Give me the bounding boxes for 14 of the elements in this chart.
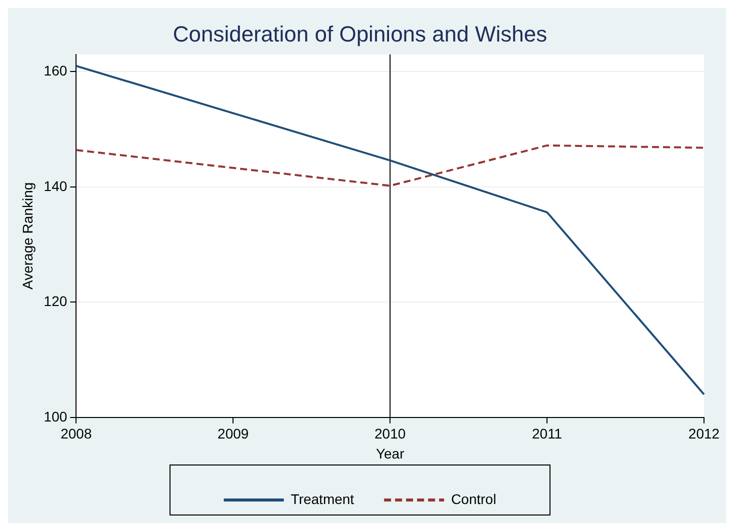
y-tick-label: 160 bbox=[44, 62, 68, 79]
legend-label: Control bbox=[451, 490, 496, 507]
x-tick-label: 2011 bbox=[532, 426, 562, 442]
x-tick-label: 2012 bbox=[688, 426, 720, 442]
legend-label: Treatment bbox=[290, 490, 354, 507]
x-tick-label: 2010 bbox=[374, 426, 406, 442]
y-tick-label: 100 bbox=[44, 408, 68, 424]
x-axis-title: Year bbox=[376, 445, 405, 462]
chart-title: Consideration of Opinions and Wishes bbox=[172, 21, 548, 46]
y-axis-title: Average Ranking bbox=[19, 182, 36, 290]
x-tick-label: 2009 bbox=[218, 426, 249, 442]
y-tick-label: 120 bbox=[44, 293, 68, 310]
x-tick-label: 2008 bbox=[60, 426, 92, 442]
y-tick-label: 140 bbox=[44, 178, 68, 194]
